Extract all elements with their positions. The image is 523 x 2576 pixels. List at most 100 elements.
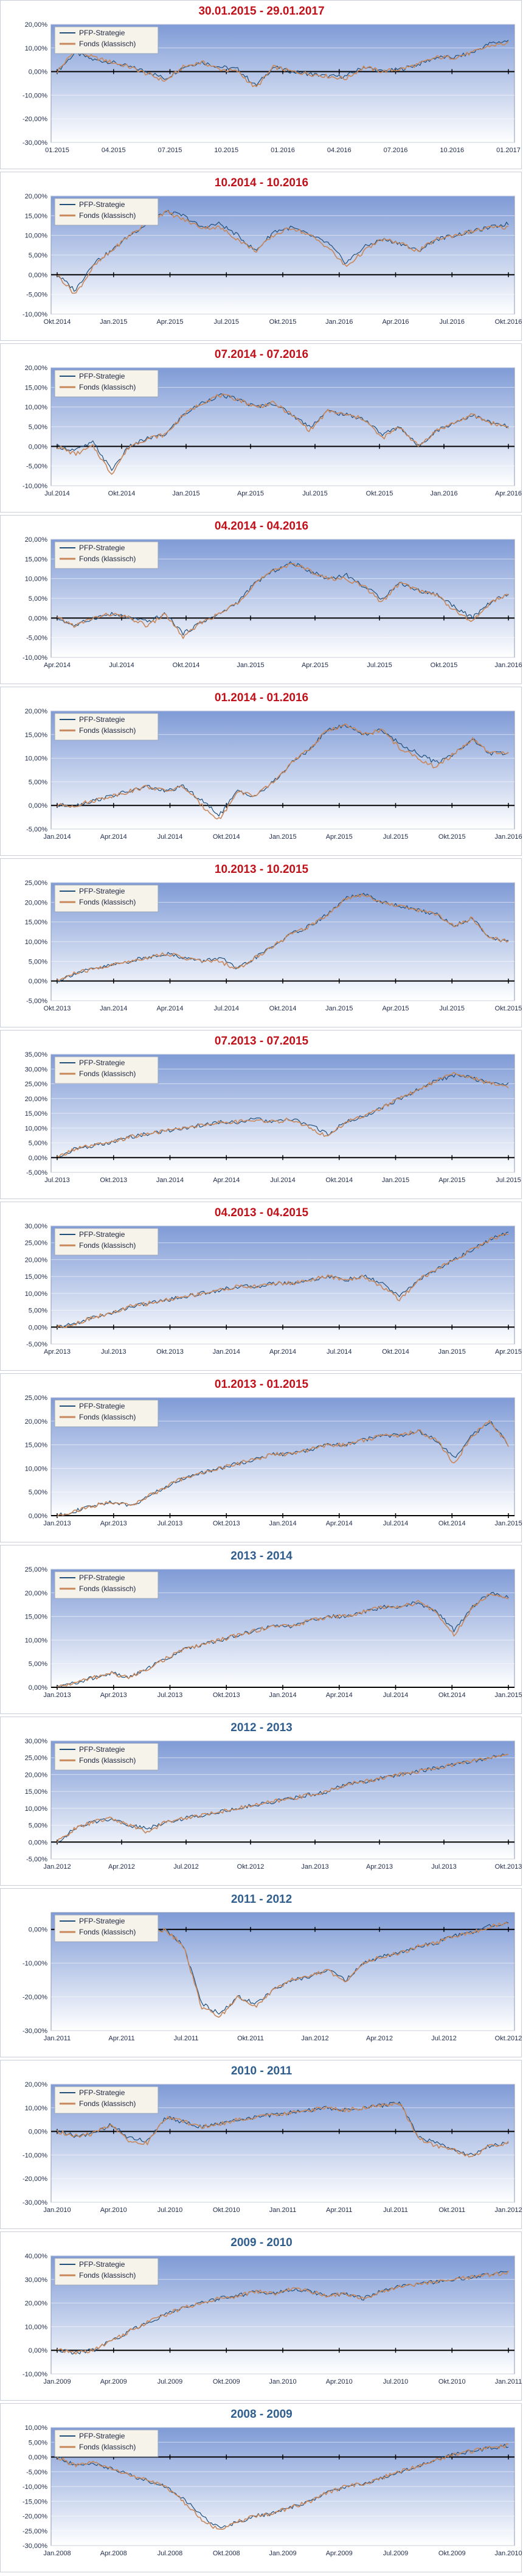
y-tick-label: -5,00% <box>26 998 47 1005</box>
y-tick-label: -10,00% <box>23 2371 47 2378</box>
x-tick-label: Jan.2013 <box>301 1863 328 1871</box>
chart-panel: 2011 - 2012 -30,00% -20,00% -10,00% 0,00% Jan… <box>0 1888 523 2060</box>
line-chart: -10,00% -5,00% 0,00% 5,00% 10,00% 15,00% 20,00… <box>23 365 522 497</box>
chart-panel: 07.2013 - 07.2015 -5,00% 0,00% 5,00% 10,00% 1… <box>0 1030 523 1202</box>
y-tick-label: 0,00% <box>29 2129 47 2136</box>
y-tick-label: 20,00% <box>25 1256 48 1264</box>
y-tick-label: -10,00% <box>23 483 47 490</box>
line-chart: -10,00% -5,00% 0,00% 5,00% 10,00% 15,00% 20,00… <box>23 536 522 669</box>
x-tick-label: Jan.2014 <box>43 833 71 841</box>
x-tick-label: Jul.2011 <box>174 2035 199 2042</box>
x-tick-label: Jan.2015 <box>237 662 264 669</box>
y-tick-label: 5,00% <box>29 595 47 603</box>
legend-label-fund: Fonds (klassisch) <box>79 211 136 220</box>
legend-label-fund: Fonds (klassisch) <box>79 1069 136 1078</box>
x-tick-label: Jul.2014 <box>270 1177 296 1184</box>
y-tick-label: -10,00% <box>23 1960 47 1967</box>
x-tick-label: Jul.2014 <box>327 1348 352 1356</box>
legend: PFP-Strategie Fonds (klassisch) <box>54 884 159 912</box>
x-tick-label: Jul.2013 <box>101 1348 126 1356</box>
y-tick-label: 20,00% <box>25 2300 48 2308</box>
x-tick-label: Okt.2013 <box>44 1005 71 1012</box>
line-chart: -30,00% -20,00% -10,00% 0,00% 10,00% 20,00% 01… <box>23 21 521 154</box>
x-tick-label: Jan.2014 <box>213 1348 240 1356</box>
legend-box <box>54 1399 159 1427</box>
legend-label-fund: Fonds (klassisch) <box>79 1584 136 1593</box>
y-tick-label: -25,00% <box>23 2528 47 2535</box>
chart-title: 2011 - 2012 <box>230 1893 293 1906</box>
line-chart: -5,00% 0,00% 5,00% 10,00% 15,00% 20,00% 25,00%… <box>25 880 522 1012</box>
x-tick-label: Jan.2016 <box>494 662 522 669</box>
x-tick-label: Apr.2014 <box>213 1177 240 1184</box>
y-tick-label: 5,00% <box>29 424 47 431</box>
x-tick-label: Okt.2014 <box>382 1348 409 1356</box>
x-tick-label: Jan.2011 <box>495 2378 522 2385</box>
legend-label-strategy: PFP-Strategie <box>79 2088 125 2097</box>
chart-panel: 2009 - 2010 -10,00% 0,00% 10,00% 20,00% 30,00… <box>0 2231 523 2403</box>
x-tick-label: Jan.2013 <box>43 1520 71 1527</box>
y-tick-label: 5,00% <box>29 1140 47 1147</box>
chart-title: 2010 - 2011 <box>230 2065 293 2077</box>
x-tick-label: Apr.2015 <box>382 1005 409 1012</box>
y-tick-label: 35,00% <box>25 1051 48 1059</box>
y-tick-label: 20,00% <box>25 1096 48 1103</box>
x-tick-label: Apr.2013 <box>44 1348 71 1356</box>
x-tick-label: Apr.2010 <box>326 2378 353 2385</box>
x-tick-label: Okt.2015 <box>438 833 466 841</box>
y-tick-label: -5,00% <box>26 1341 47 1348</box>
series-line-fund <box>57 41 509 88</box>
series-line-strategy <box>57 2101 509 2156</box>
x-tick-label: Okt.2013 <box>213 1692 240 1699</box>
y-tick-label: 15,00% <box>25 556 48 563</box>
y-tick-label: 10,00% <box>25 1465 48 1472</box>
x-tick-label: Okt.2014 <box>325 1177 353 1184</box>
y-tick-label: 10,00% <box>25 939 48 946</box>
y-tick-label: 25,00% <box>25 1566 48 1573</box>
x-tick-label: 01.2017 <box>496 147 521 154</box>
y-tick-label: 10,00% <box>25 2105 48 2112</box>
x-tick-label: Apr.2013 <box>100 1520 127 1527</box>
y-tick-label: -5,00% <box>26 292 47 299</box>
legend-label-fund: Fonds (klassisch) <box>79 555 136 563</box>
y-tick-label: 15,00% <box>25 384 48 391</box>
y-tick-label: -30,00% <box>23 2543 47 2550</box>
series-line-fund <box>57 893 509 982</box>
legend: PFP-Strategie Fonds (klassisch) <box>54 1743 159 1771</box>
x-tick-label: Jan.2015 <box>438 1348 466 1356</box>
series-line-fund <box>57 393 509 475</box>
x-tick-label: Okt.2012 <box>495 2035 522 2042</box>
x-tick-label: Okt.2015 <box>431 662 458 669</box>
x-tick-label: Jul.2014 <box>383 1520 409 1527</box>
y-tick-label: 10,00% <box>25 576 48 583</box>
y-tick-label: 20,00% <box>25 899 48 906</box>
legend-box <box>54 1571 159 1599</box>
x-tick-label: Jul.2010 <box>383 2378 409 2385</box>
legend: PFP-Strategie Fonds (klassisch) <box>54 198 159 226</box>
x-tick-label: Jul.2015 <box>213 318 239 326</box>
series-line-fund <box>57 2270 509 2355</box>
legend-label-fund: Fonds (klassisch) <box>79 1413 136 1421</box>
x-tick-label: Apr.2009 <box>326 2550 353 2557</box>
y-tick-label: 0,00% <box>29 1684 47 1692</box>
x-tick-label: Apr.2008 <box>100 2550 127 2557</box>
y-tick-label: -30,00% <box>23 2199 47 2207</box>
legend: PFP-Strategie Fonds (klassisch) <box>54 1914 159 1942</box>
legend: PFP-Strategie Fonds (klassisch) <box>54 2086 159 2114</box>
y-tick-label: 20,00% <box>25 21 48 29</box>
legend-box <box>54 1056 159 1084</box>
y-tick-label: 10,00% <box>25 233 48 240</box>
x-tick-label: Okt.2013 <box>100 1177 127 1184</box>
y-tick-label: -20,00% <box>23 2513 47 2521</box>
y-tick-label: 0,00% <box>29 1513 47 1520</box>
legend-box <box>54 1914 159 1942</box>
x-tick-label: Okt.2008 <box>213 2550 240 2557</box>
y-tick-label: 25,00% <box>25 1395 48 1402</box>
x-tick-label: Jan.2016 <box>494 833 522 841</box>
y-tick-label: 10,00% <box>25 1637 48 1644</box>
chart-panel: 30.01.2015 - 29.01.2017 -30,00% -20,00% -10… <box>0 0 523 172</box>
y-tick-label: -10,00% <box>23 2152 47 2159</box>
series-line-fund <box>57 562 509 639</box>
x-tick-label: Jan.2015 <box>382 1177 409 1184</box>
legend-label-strategy: PFP-Strategie <box>79 1059 125 1067</box>
y-tick-label: -10,00% <box>23 92 47 99</box>
